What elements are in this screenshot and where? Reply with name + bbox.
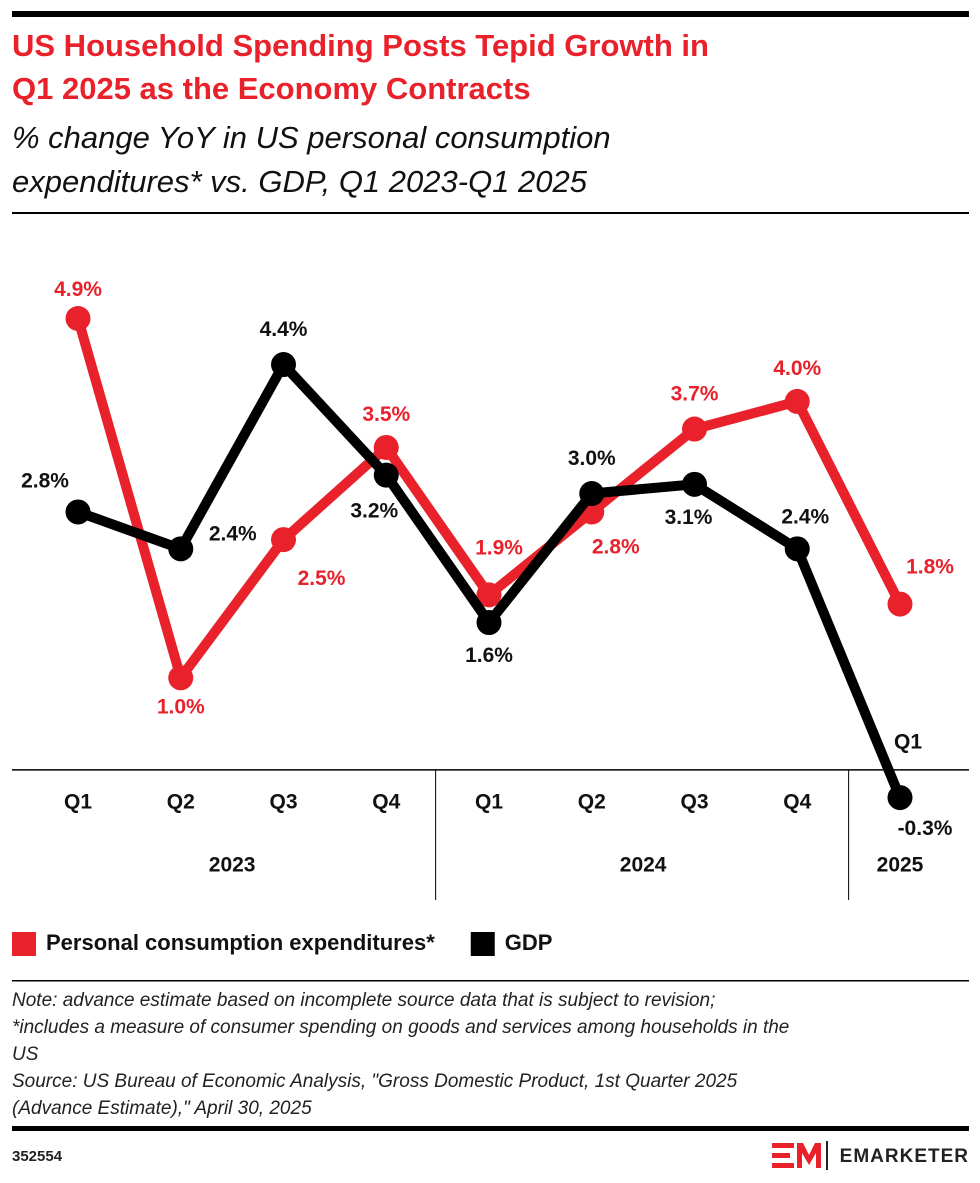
series-line [76, 359, 905, 800]
x-tick-label: Q3 [269, 791, 297, 814]
brand-logo [772, 1141, 828, 1170]
point [168, 536, 194, 562]
brand-name: EMARKETER [840, 1146, 969, 1167]
value-label: 3.0% [568, 447, 616, 470]
year-label: 2025 [877, 854, 924, 877]
point [476, 610, 502, 636]
chart-title: Q1 2025 as the Economy Contracts [12, 71, 531, 106]
x-tick-label: Q1 [64, 791, 92, 814]
value-label: 3.5% [362, 403, 410, 426]
legend: Personal consumption expenditures* GDP [12, 930, 552, 956]
point [168, 665, 194, 691]
legend-label: Personal consumption expenditures* [46, 930, 435, 955]
x-tick-label: Q1 [894, 731, 922, 754]
point [784, 536, 810, 562]
point [271, 527, 296, 553]
chart-subtitle: % change YoY in US personal consumption [12, 120, 611, 155]
point [373, 462, 399, 488]
note-line: US [12, 1044, 39, 1065]
legend-swatch [470, 932, 495, 956]
point [65, 305, 91, 331]
top-rule [12, 11, 969, 17]
year-label: 2023 [209, 854, 256, 877]
x-tick-label: Q4 [783, 791, 811, 814]
value-label: 4.4% [260, 318, 308, 341]
source-line: Source: US Bureau of Economic Analysis, … [12, 1071, 738, 1092]
value-label: 2.4% [209, 522, 257, 545]
legend-swatch [12, 932, 36, 956]
value-label: 1.6% [465, 644, 513, 667]
point [579, 481, 605, 507]
x-tick-label: Q2 [167, 791, 195, 814]
value-label: 4.9% [54, 278, 102, 301]
subtitle-rule [12, 212, 969, 214]
point [476, 582, 502, 608]
x-tick-label: Q4 [372, 791, 400, 814]
value-label: 3.2% [350, 500, 398, 523]
point [887, 591, 913, 617]
point [887, 785, 913, 811]
value-label: 3.1% [665, 506, 713, 529]
value-label: 2.4% [781, 505, 829, 528]
value-label: 4.0% [773, 357, 821, 380]
value-label: 1.8% [906, 556, 954, 579]
value-label: 2.5% [298, 567, 346, 590]
chart-id: 352554 [12, 1148, 63, 1165]
x-tick-label: Q3 [680, 791, 708, 814]
point [682, 416, 707, 442]
chart-title: US Household Spending Posts Tepid Growth… [12, 28, 709, 63]
point [373, 434, 399, 460]
value-label: -0.3% [898, 817, 953, 840]
legend-label: GDP [505, 930, 553, 955]
value-label: 2.8% [592, 536, 640, 559]
value-label: 2.8% [21, 470, 69, 493]
point [682, 471, 707, 497]
source-line: (Advance Estimate)," April 30, 2025 [12, 1098, 312, 1119]
note-line: *includes a measure of consumer spending… [12, 1017, 789, 1038]
x-tick-label: Q2 [578, 791, 606, 814]
x-tick-label: Q1 [475, 791, 503, 814]
point [65, 499, 91, 525]
year-label: 2024 [620, 854, 667, 877]
value-label: 1.0% [157, 695, 205, 718]
value-label: 3.7% [671, 383, 719, 406]
point [271, 352, 296, 378]
value-label: 1.9% [475, 536, 523, 559]
bottom-rule [12, 1126, 969, 1131]
plot: 2023 2024 2025 Q1 Q2 Q3 Q4 Q1 Q2 Q3 Q4 Q1 4.9% 1.0% 2.… [12, 278, 969, 900]
chart-subtitle: expenditures* vs. GDP, Q1 2023-Q1 2025 [12, 164, 588, 199]
note-rule [12, 980, 969, 982]
notes: Note: advance estimate based on incomple… [12, 990, 789, 1119]
note-line: Note: advance estimate based on incomple… [12, 990, 715, 1011]
point [784, 388, 810, 414]
